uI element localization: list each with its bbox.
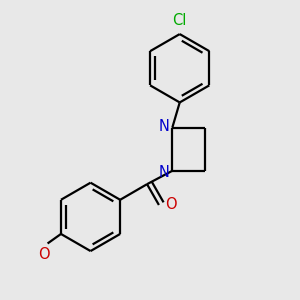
Text: O: O	[38, 247, 50, 262]
Text: N: N	[158, 119, 169, 134]
Text: Cl: Cl	[172, 13, 187, 28]
Text: O: O	[166, 197, 177, 212]
Text: N: N	[158, 165, 169, 180]
